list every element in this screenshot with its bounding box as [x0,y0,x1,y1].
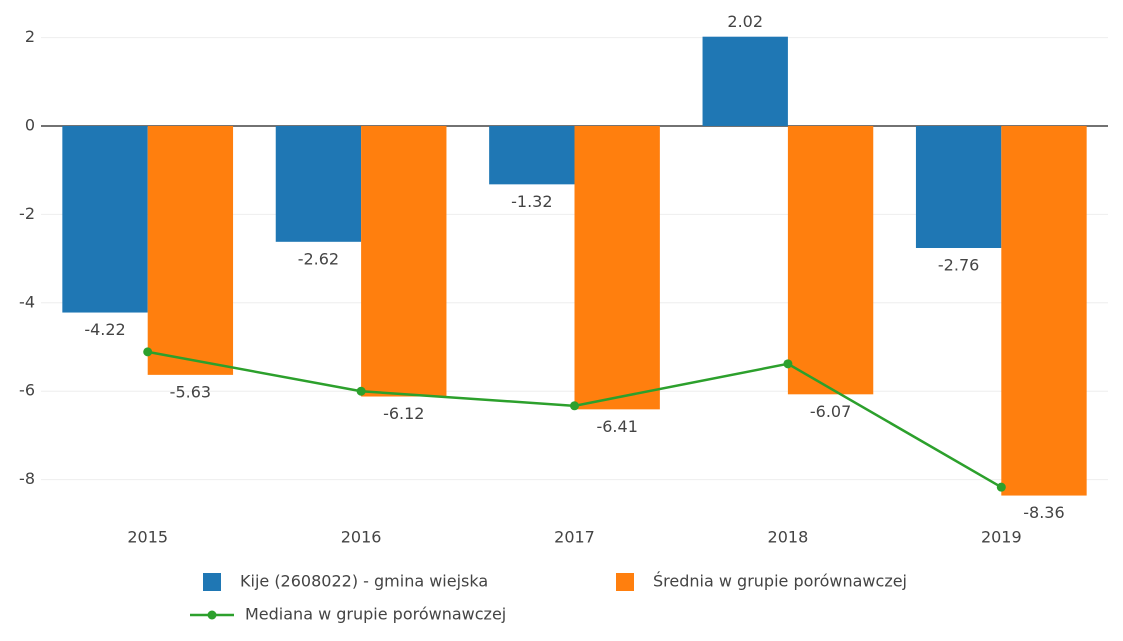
value-label: -5.63 [170,382,211,401]
x-tick-label: 2017 [554,528,595,547]
line-point [570,401,579,411]
bar [787,125,874,395]
value-label: -8.36 [1023,503,1064,522]
legend-swatch [203,573,221,591]
value-label: -2.62 [298,249,339,268]
x-tick-label: 2015 [127,528,168,547]
y-tick-label: 0 [25,115,35,134]
value-label: -4.22 [84,320,125,339]
bar [489,125,575,185]
x-tick-label: 2019 [981,528,1022,547]
value-label: -2.76 [938,255,979,274]
y-tick-label: -8 [19,469,35,488]
line-point [783,359,793,369]
legend-swatch [616,573,634,591]
value-label: -6.41 [596,417,637,436]
line-point [996,482,1006,492]
value-label: -6.12 [383,404,424,423]
y-tick-label: -6 [19,381,35,400]
value-label: -6.07 [810,402,851,421]
bar [275,125,362,242]
bar [574,125,660,410]
x-tick-label: 2018 [768,528,809,547]
legend-label: Kije (2608022) - gmina wiejska [240,572,488,591]
value-label: 2.02 [727,12,763,31]
line-point [143,347,153,357]
y-tick-label: 2 [25,27,35,46]
legend-point [207,610,217,620]
x-tick-label: 2016 [341,528,382,547]
bar [915,125,1002,248]
y-tick-label: -2 [19,204,35,223]
bar [62,125,148,313]
y-tick-label: -4 [19,292,35,311]
bar [1001,125,1087,496]
bar [147,125,234,375]
line-point [356,386,366,396]
bar [702,36,788,126]
value-label: -1.32 [511,192,552,211]
legend-label: Średnia w grupie porównawczej [653,572,907,591]
legend-label: Mediana w grupie porównawczej [245,605,506,624]
bar [361,125,447,397]
